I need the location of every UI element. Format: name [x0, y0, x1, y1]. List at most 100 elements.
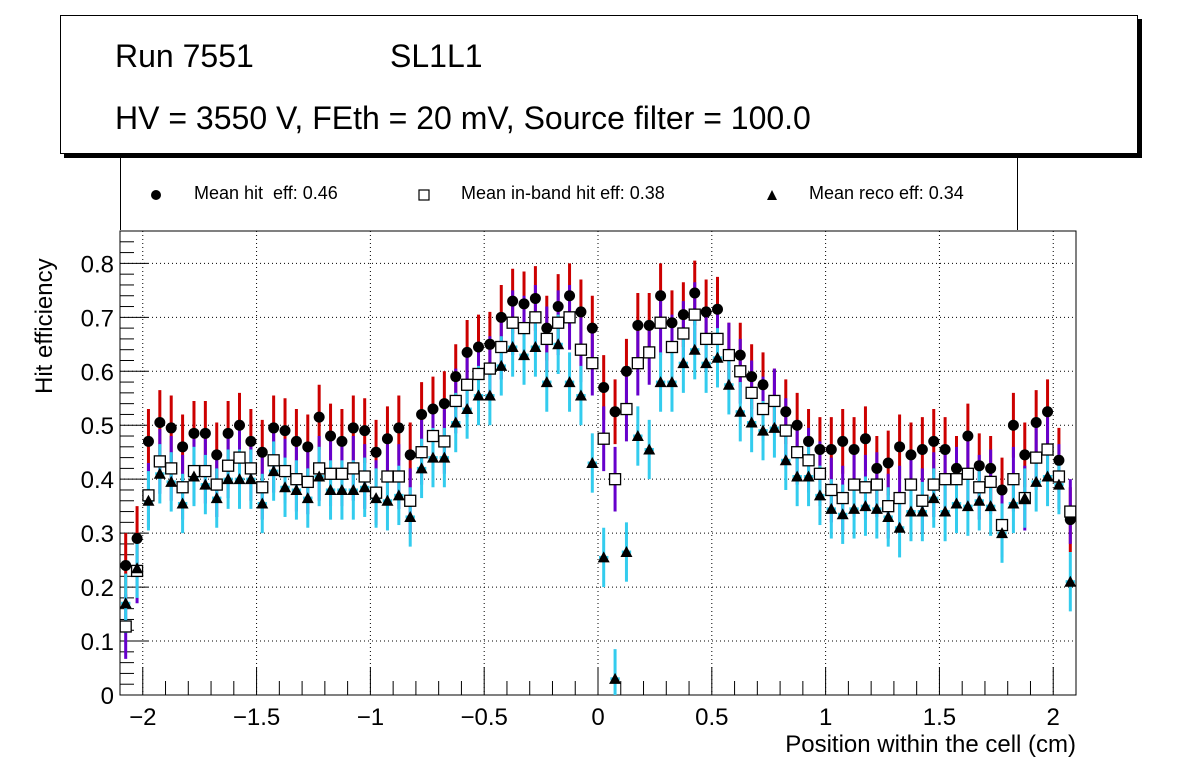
data-point-reco [950, 497, 963, 509]
data-point-reco [324, 483, 337, 495]
data-point-hit [552, 301, 564, 313]
data-point-reco [825, 502, 838, 514]
data-point-inband [483, 362, 497, 375]
data-point-inband [256, 481, 269, 494]
legend-label-hit: Mean hit eff: 0.46 [194, 183, 338, 203]
data-point-hit [120, 560, 132, 572]
data-point-hit [199, 427, 211, 439]
data-point-hit [347, 422, 359, 434]
x-tick-label: 1.5 [923, 704, 956, 731]
data-point-reco [495, 359, 508, 371]
data-point-hit [381, 433, 393, 445]
data-point-inband [984, 475, 997, 489]
data-point-reco [290, 483, 303, 495]
data-point-inband [768, 394, 781, 408]
data-point-hit [359, 425, 371, 437]
data-point-inband [734, 365, 747, 378]
data-point-inband [665, 340, 679, 354]
data-point-inband [847, 478, 861, 491]
data-point-reco [381, 494, 394, 506]
data-point-reco [119, 597, 132, 609]
data-point-inband [836, 491, 849, 505]
data-point-reco [176, 497, 189, 509]
data-point-inband [278, 464, 292, 478]
title-layer: SL1L1 [390, 38, 483, 74]
data-point-inband [1007, 473, 1020, 486]
legend-marker-triangle [767, 190, 777, 200]
data-point-reco [870, 502, 883, 514]
data-point-hit [666, 317, 678, 329]
data-point-reco [210, 492, 223, 504]
data-point-inband [1030, 451, 1043, 464]
data-point-reco [961, 500, 974, 512]
data-point-hit [279, 425, 291, 437]
data-point-inband [438, 435, 451, 448]
y-tick-label: 0.8 [81, 251, 114, 278]
title-run: Run 7551 [115, 38, 254, 74]
data-point-inband [927, 478, 940, 491]
data-point-hit [211, 449, 223, 461]
data-point-inband [1064, 505, 1077, 518]
data-point-inband [825, 483, 838, 497]
data-point-reco [187, 470, 200, 482]
data-point-reco [665, 376, 678, 388]
x-axis-title: Position within the cell (cm) [785, 731, 1076, 758]
data-point-inband [791, 446, 804, 459]
legend-marker-circle [151, 190, 161, 200]
data-point-hit [507, 295, 519, 307]
data-point-inband [335, 467, 349, 480]
data-point-inband [529, 311, 542, 324]
legend-label-reco: Mean reco eff: 0.34 [809, 183, 964, 203]
data-point-inband [210, 478, 223, 491]
data-point-reco [745, 416, 758, 428]
data-point-inband [677, 327, 690, 340]
data-point-hit [154, 417, 166, 429]
data-point-hit [393, 422, 405, 434]
data-point-reco [996, 527, 1009, 539]
x-tick-label: 2 [1047, 704, 1060, 731]
data-point-hit [1053, 454, 1065, 466]
data-point-hit [541, 322, 553, 334]
data-point-hit [234, 419, 245, 431]
y-tick-label: 0.6 [81, 359, 114, 386]
data-point-inband [1041, 443, 1054, 456]
data-point-reco [426, 451, 439, 463]
data-point-reco [916, 505, 929, 517]
data-point-inband [244, 462, 258, 475]
data-point-hit [894, 441, 906, 453]
data-point-hit [188, 427, 200, 439]
data-point-inband [870, 478, 883, 491]
data-point-reco [1030, 475, 1043, 487]
data-point-reco [677, 357, 690, 369]
data-point-hit [313, 411, 325, 423]
data-point-inband [517, 321, 531, 335]
data-point-hit [302, 441, 314, 453]
data-point-reco [506, 341, 519, 352]
data-point-inband [722, 348, 736, 362]
data-point-hit [973, 460, 985, 472]
data-point-inband [221, 459, 235, 472]
data-point-reco [757, 424, 770, 436]
data-point-reco [734, 405, 747, 417]
data-point-reco [370, 492, 383, 504]
data-point-hit [336, 435, 348, 447]
data-point-reco [984, 500, 997, 512]
data-point-inband [176, 481, 189, 494]
data-point-hit [859, 433, 871, 445]
data-point-reco [563, 376, 576, 388]
data-point-hit [529, 292, 541, 304]
data-point-reco [153, 467, 166, 479]
data-point-hit [564, 290, 576, 302]
data-point-reco [1041, 470, 1054, 482]
data-point-inband [586, 357, 599, 370]
data-point-inband [301, 475, 314, 489]
x-tick-label: 1 [819, 704, 832, 731]
data-point-hit [222, 427, 234, 439]
data-point-reco [927, 492, 940, 504]
data-point-reco [1052, 478, 1065, 490]
data-point-inband [267, 454, 280, 467]
data-point-hit [575, 306, 587, 318]
data-point-inband [199, 464, 212, 478]
data-point-reco [233, 473, 246, 485]
